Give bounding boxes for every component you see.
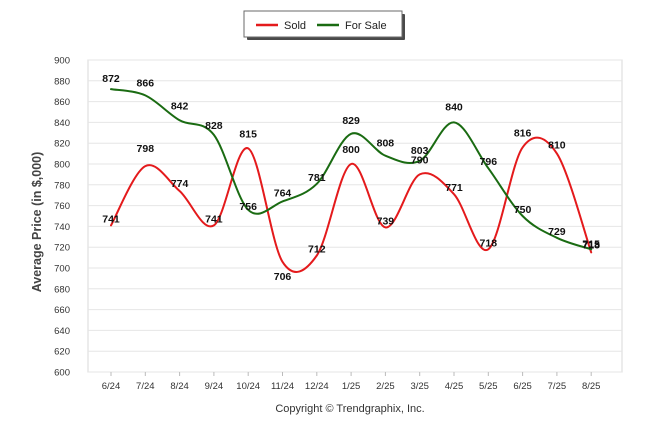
y-tick-label: 640 bbox=[54, 326, 70, 337]
data-label-for-sale: 764 bbox=[274, 187, 292, 199]
data-label-sold: 771 bbox=[445, 182, 463, 194]
data-label-sold: 739 bbox=[377, 215, 395, 227]
y-tick-label: 900 bbox=[54, 56, 70, 67]
x-tick-label: 1/25 bbox=[342, 381, 361, 392]
x-tick-label: 8/24 bbox=[170, 381, 189, 392]
plot-area bbox=[87, 59, 623, 373]
y-tick-label: 700 bbox=[54, 264, 70, 275]
grid bbox=[88, 59, 622, 373]
x-tick-label: 8/25 bbox=[582, 381, 601, 392]
x-tick-label: 2/25 bbox=[376, 381, 395, 392]
x-tick-label: 7/24 bbox=[136, 381, 155, 392]
data-label-sold: 810 bbox=[548, 140, 566, 152]
y-tick-label: 620 bbox=[54, 347, 70, 358]
x-tick-label: 6/24 bbox=[102, 381, 121, 392]
y-tick-label: 660 bbox=[54, 305, 70, 316]
data-label-sold: 800 bbox=[342, 144, 360, 156]
data-label-for-sale: 796 bbox=[480, 156, 498, 168]
y-tick-label: 840 bbox=[54, 118, 70, 129]
data-label-sold: 712 bbox=[308, 244, 326, 256]
y-tick-label: 880 bbox=[54, 76, 70, 87]
series-line-for-sale bbox=[110, 88, 593, 251]
x-tick-label: 12/24 bbox=[305, 381, 329, 392]
y-tick-label: 780 bbox=[54, 180, 70, 191]
x-tick-label: 5/25 bbox=[479, 381, 498, 392]
data-label-for-sale: 828 bbox=[205, 120, 223, 132]
data-label-for-sale: 803 bbox=[411, 145, 429, 157]
data-label-for-sale: 829 bbox=[342, 115, 360, 127]
data-label-sold: 816 bbox=[514, 127, 532, 139]
data-label-sold: 706 bbox=[274, 271, 292, 283]
legend-label-sold: Sold bbox=[284, 20, 306, 32]
y-tick-label: 740 bbox=[54, 222, 70, 233]
data-label-sold: 715 bbox=[582, 238, 600, 250]
series-line-sold bbox=[110, 136, 593, 273]
x-tick-label: 10/24 bbox=[236, 381, 260, 392]
data-label-for-sale: 808 bbox=[377, 138, 395, 150]
y-axis-title: Average Price (in $,000) bbox=[30, 152, 44, 293]
data-label-for-sale: 842 bbox=[171, 100, 189, 112]
data-label-sold: 790 bbox=[411, 154, 429, 166]
y-tick-label: 680 bbox=[54, 284, 70, 295]
data-label-for-sale: 718 bbox=[582, 239, 600, 251]
x-tick-label: 9/24 bbox=[205, 381, 224, 392]
data-label-for-sale: 866 bbox=[137, 77, 155, 89]
data-label-for-sale: 840 bbox=[445, 101, 463, 113]
plot-frame bbox=[87, 59, 623, 373]
series-layer bbox=[110, 88, 593, 273]
data-label-for-sale: 729 bbox=[548, 226, 566, 238]
data-label-for-sale: 756 bbox=[239, 201, 257, 213]
copyright-text: Copyright © Trendgraphix, Inc. bbox=[275, 403, 424, 415]
data-label-sold: 741 bbox=[205, 213, 223, 225]
data-label-for-sale: 750 bbox=[514, 204, 532, 216]
x-tick-label: 11/24 bbox=[271, 381, 294, 392]
data-label-sold: 741 bbox=[102, 213, 120, 225]
x-tick-label: 3/25 bbox=[410, 381, 429, 392]
data-label-sold: 815 bbox=[239, 128, 257, 140]
x-tick-label: 4/25 bbox=[445, 381, 464, 392]
data-labels: 741 798 774 741 815 706 712 800 739 790 771 718 816 8… bbox=[102, 73, 600, 283]
y-tick-label: 600 bbox=[54, 368, 70, 379]
data-label-sold: 798 bbox=[137, 143, 155, 155]
y-tick-label: 720 bbox=[54, 243, 70, 254]
y-axis: 600 620 640 660 680 700 720 740 760 780 800 820 840 8… bbox=[54, 56, 70, 379]
x-tick-label: 7/25 bbox=[548, 381, 567, 392]
legend-label-for-sale: For Sale bbox=[345, 20, 387, 32]
data-label-for-sale: 781 bbox=[308, 172, 326, 184]
legend: Sold For Sale bbox=[243, 10, 405, 40]
x-axis: 6/24 7/24 8/24 9/24 10/24 11/24 12/24 1/25 2/25 3… bbox=[102, 372, 601, 392]
y-tick-label: 760 bbox=[54, 201, 70, 212]
y-tick-label: 800 bbox=[54, 160, 70, 171]
y-tick-label: 820 bbox=[54, 139, 70, 150]
data-label-sold: 718 bbox=[480, 237, 498, 249]
x-tick-label: 6/25 bbox=[513, 381, 532, 392]
data-label-for-sale: 872 bbox=[102, 73, 120, 85]
y-tick-label: 860 bbox=[54, 97, 70, 108]
data-label-sold: 774 bbox=[171, 178, 189, 190]
